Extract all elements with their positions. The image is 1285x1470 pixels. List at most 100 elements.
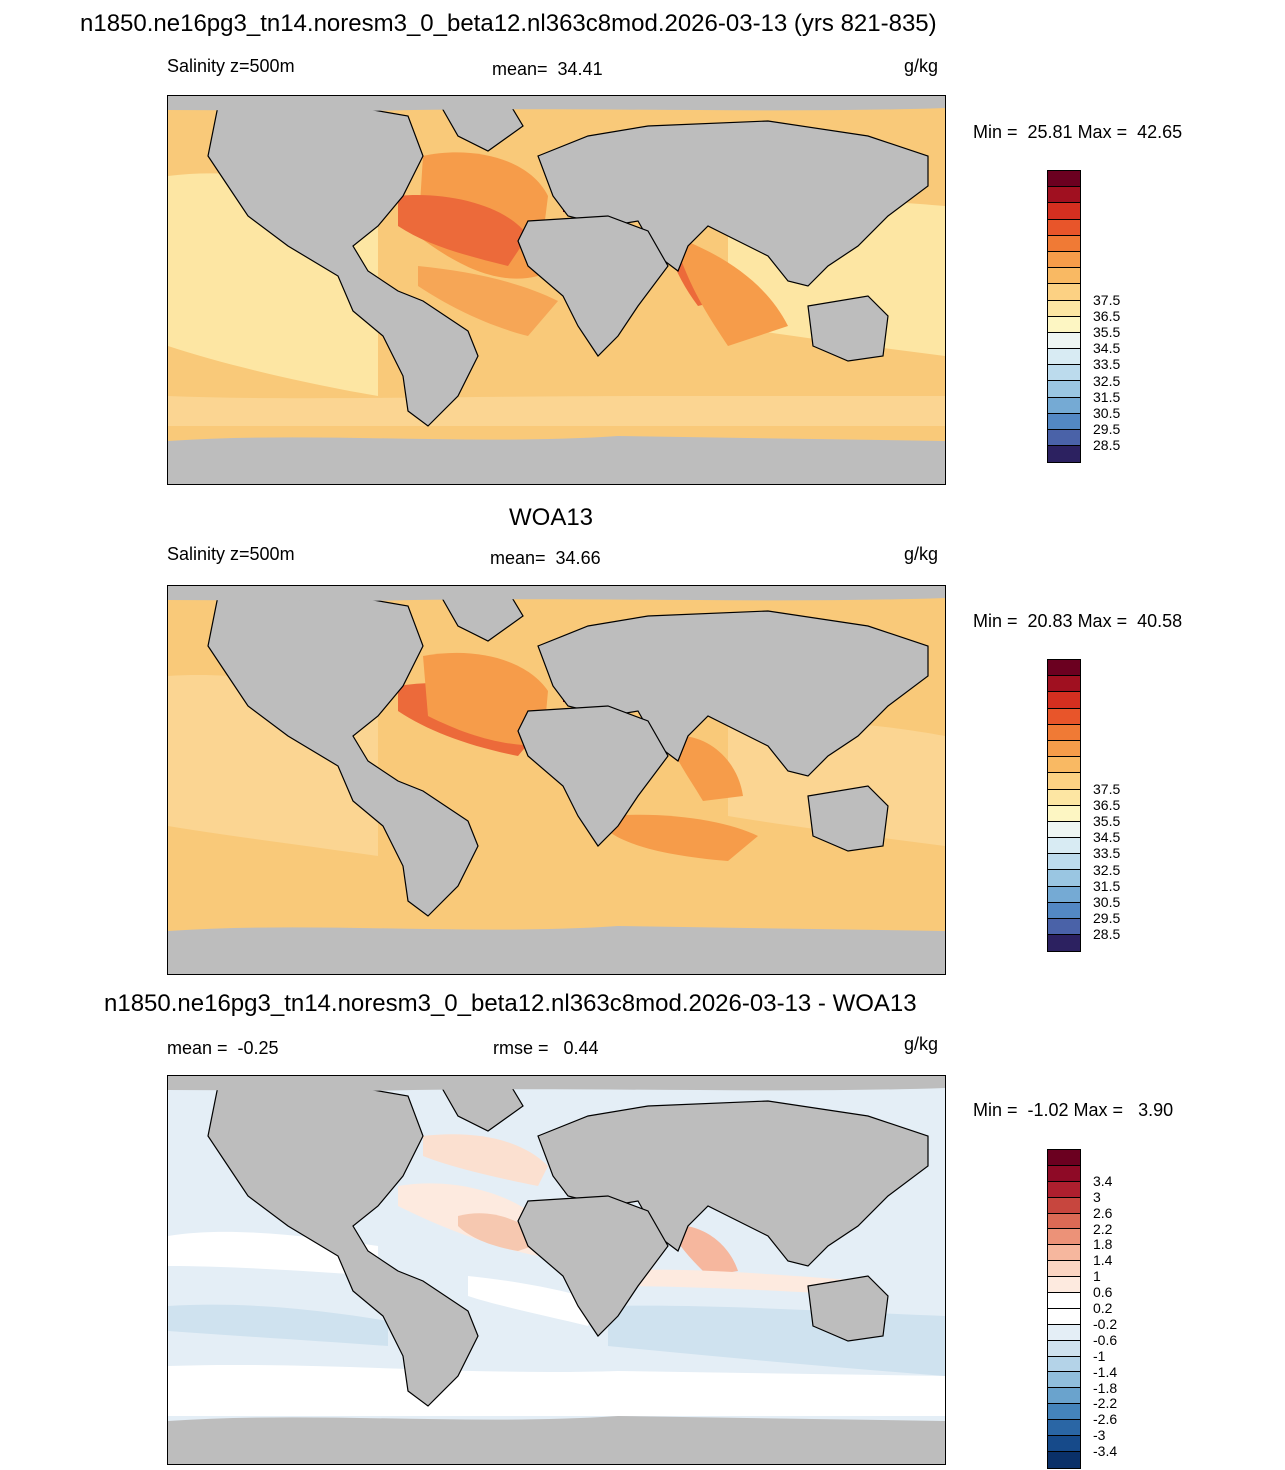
colorbar-swatch	[1048, 284, 1080, 301]
panel3-rmse-label: rmse = 0.44	[493, 1038, 599, 1058]
colorbar-tick-label: 30.5	[1093, 405, 1121, 421]
colorbar-swatch	[1048, 219, 1080, 236]
colorbar-tick-label: 29.5	[1093, 421, 1121, 438]
panel3-colorbar	[1047, 1149, 1081, 1469]
colorbar-swatch	[1048, 251, 1080, 269]
panel3-map	[167, 1075, 946, 1465]
colorbar-swatch	[1048, 708, 1080, 725]
colorbar-swatch	[1048, 660, 1080, 677]
colorbar-tick-label: 35.5	[1093, 324, 1121, 340]
colorbar-swatch	[1048, 676, 1080, 693]
panel2-variable-label: Salinity z=500m	[167, 544, 295, 564]
panel1-map	[167, 95, 946, 485]
colorbar-swatch	[1048, 838, 1080, 855]
colorbar-swatch	[1048, 935, 1080, 952]
colorbar-swatch	[1048, 1340, 1080, 1357]
colorbar-swatch	[1048, 805, 1080, 822]
colorbar-swatch	[1048, 1388, 1080, 1405]
colorbar-tick-label: 34.5	[1093, 829, 1121, 846]
colorbar-tick-label: -3.4	[1093, 1443, 1118, 1460]
colorbar-swatch	[1048, 1436, 1080, 1452]
colorbar-tick-label: 28.5	[1093, 926, 1121, 943]
panel1-units-label: g/kg	[904, 56, 939, 76]
colorbar-swatch	[1048, 773, 1080, 790]
colorbar-tick-label: 36.5	[1093, 307, 1121, 324]
panel1-colorbar	[1047, 170, 1081, 464]
colorbar-swatch	[1048, 235, 1080, 252]
colorbar-swatch	[1048, 1308, 1080, 1325]
colorbar-swatch	[1048, 692, 1080, 709]
panel3-mean-label: mean = -0.25	[167, 1038, 279, 1058]
colorbar-swatch	[1048, 789, 1080, 806]
colorbar-swatch	[1048, 1293, 1080, 1309]
colorbar-tick-label: 33.5	[1093, 356, 1121, 373]
panel3-units-label: g/kg	[904, 1034, 939, 1054]
panel2-mean-label: mean= 34.66	[490, 548, 601, 568]
colorbar-tick-label: -0.2	[1093, 1315, 1118, 1332]
colorbar-tick-label: 28.5	[1093, 437, 1121, 454]
colorbar-swatch	[1048, 365, 1080, 382]
panel2-colorbar	[1047, 659, 1081, 953]
colorbar-tick-label: -2.6	[1093, 1411, 1118, 1428]
colorbar-tick-label: 30.5	[1093, 894, 1121, 910]
colorbar-swatch	[1048, 349, 1080, 366]
colorbar-swatch	[1048, 854, 1080, 871]
colorbar-swatch	[1048, 902, 1080, 919]
colorbar-swatch	[1048, 1197, 1080, 1214]
colorbar-swatch	[1048, 268, 1080, 285]
colorbar-tick-label: 37.5	[1093, 780, 1121, 797]
panel2-units-label: g/kg	[904, 544, 939, 564]
colorbar-swatch	[1048, 1245, 1080, 1262]
colorbar-tick-label: 0.2	[1093, 1300, 1113, 1316]
colorbar-swatch	[1048, 1372, 1080, 1389]
panel3-minmax-label: Min = -1.02 Max = 3.90	[973, 1100, 1174, 1120]
colorbar-swatch	[1048, 1213, 1080, 1230]
colorbar-tick-label: 29.5	[1093, 910, 1121, 927]
colorbar-tick-label: 31.5	[1093, 877, 1121, 894]
panel2-minmax-label: Min = 20.83 Max = 40.58	[973, 611, 1183, 631]
colorbar-swatch	[1048, 397, 1080, 414]
panel1-title: n1850.ne16pg3_tn14.noresm3_0_beta12.nl36…	[80, 10, 937, 37]
colorbar-swatch	[1048, 870, 1080, 887]
colorbar-swatch	[1048, 1420, 1080, 1437]
panel1-variable-label: Salinity z=500m	[167, 56, 295, 76]
colorbar-tick-label: 36.5	[1093, 796, 1121, 813]
colorbar-tick-label: 1.4	[1093, 1252, 1113, 1269]
colorbar-swatch	[1048, 1261, 1080, 1278]
colorbar-swatch	[1048, 446, 1080, 463]
colorbar-tick-label: 35.5	[1093, 813, 1121, 829]
colorbar-tick-label: 33.5	[1093, 845, 1121, 862]
colorbar-tick-label: 3	[1093, 1188, 1101, 1205]
colorbar-tick-label: -1.4	[1093, 1363, 1118, 1380]
colorbar-swatch	[1048, 203, 1080, 220]
colorbar-swatch	[1048, 1229, 1080, 1246]
colorbar-tick-label: 32.5	[1093, 861, 1121, 878]
colorbar-tick-label: 32.5	[1093, 372, 1121, 389]
panel2-title: WOA13	[509, 504, 594, 531]
colorbar-tick-label: 31.5	[1093, 388, 1121, 405]
colorbar-swatch	[1048, 886, 1080, 903]
panel1-minmax-label: Min = 25.81 Max = 42.65	[973, 122, 1183, 142]
colorbar-swatch	[1048, 1165, 1080, 1182]
colorbar-tick-label: -2.2	[1093, 1395, 1118, 1412]
colorbar-tick-label: 1.8	[1093, 1236, 1113, 1253]
colorbar-swatch	[1048, 1404, 1080, 1421]
colorbar-tick-label: -0.6	[1093, 1331, 1118, 1348]
colorbar-swatch	[1048, 757, 1080, 774]
colorbar-tick-label: -1.8	[1093, 1379, 1118, 1396]
colorbar-swatch	[1048, 1150, 1080, 1166]
colorbar-swatch	[1048, 821, 1080, 839]
colorbar-swatch	[1048, 187, 1080, 204]
colorbar-tick-label: 34.5	[1093, 340, 1121, 357]
colorbar-swatch	[1048, 919, 1080, 936]
colorbar-swatch	[1048, 332, 1080, 350]
colorbar-swatch	[1048, 740, 1080, 758]
colorbar-swatch	[1048, 1181, 1080, 1198]
panel2-map	[167, 585, 946, 975]
colorbar-swatch	[1048, 381, 1080, 398]
colorbar-swatch	[1048, 1277, 1080, 1294]
colorbar-swatch	[1048, 300, 1080, 317]
colorbar-tick-label: 2.2	[1093, 1220, 1113, 1237]
colorbar-tick-label: -1	[1093, 1347, 1106, 1364]
colorbar-tick-label: 2.6	[1093, 1204, 1113, 1221]
